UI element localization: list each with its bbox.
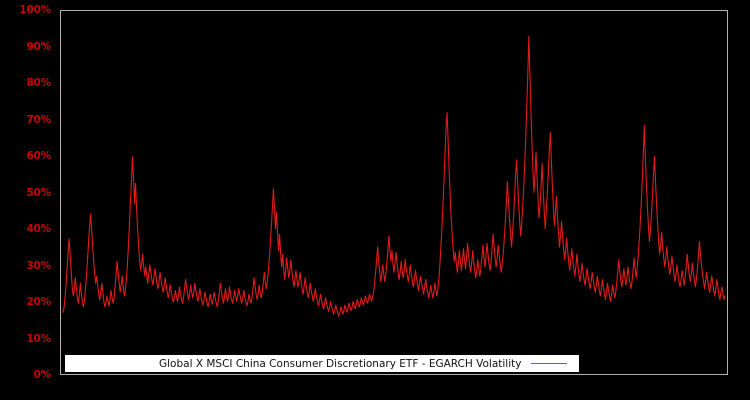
legend-label: Global X MSCI China Consumer Discretiona… [159, 357, 522, 370]
y-axis-tick-label: 80% [26, 77, 51, 89]
y-axis-tick-label: 0% [33, 369, 52, 381]
y-axis-tick-label: 30% [26, 259, 51, 272]
volatility-series [62, 35, 726, 317]
plot-area [60, 10, 728, 375]
y-axis-tick-label: 10% [26, 332, 51, 345]
series-line [62, 35, 726, 317]
y-axis-tick-label: 40% [26, 223, 51, 235]
y-axis-tick-label: 100% [19, 4, 51, 16]
y-axis-tick-label: 90% [26, 40, 51, 53]
legend: Global X MSCI China Consumer Discretiona… [65, 355, 580, 372]
legend-line-sample-icon [531, 363, 568, 364]
y-axis-tick-label: 50% [26, 186, 51, 199]
y-axis-tick-label: 60% [26, 150, 51, 162]
y-axis-tick-label: 20% [26, 296, 51, 308]
y-axis: 0% 10% 20% 30% 40% 50% 60% 70% 80% 90% 100% [0, 0, 58, 400]
y-axis-tick-label: 70% [26, 113, 51, 126]
